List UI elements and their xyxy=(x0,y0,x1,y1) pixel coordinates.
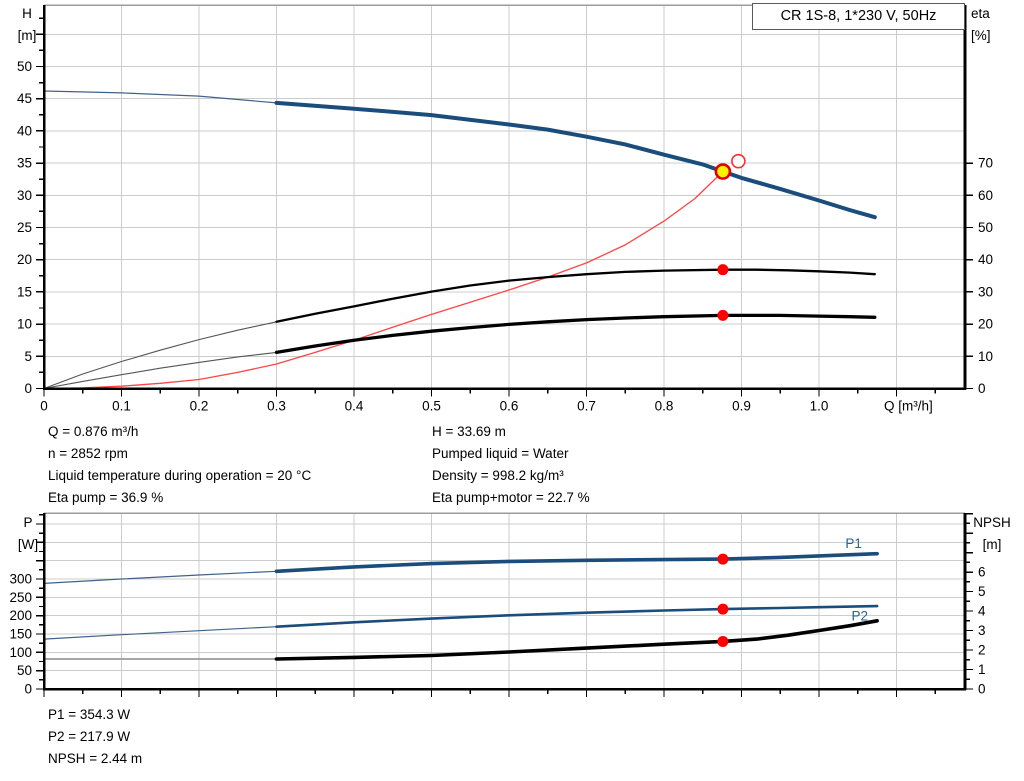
x-axis-tick-label: 1.0 xyxy=(810,399,829,414)
right-axis-tick-label: 40 xyxy=(978,252,993,267)
duty-info-right: H = 33.69 m Pumped liquid = Water Densit… xyxy=(432,421,590,509)
info-liquid-temp: Liquid temperature during operation = 20… xyxy=(48,468,312,483)
eta-axis-title-line1: eta xyxy=(971,6,990,21)
eta-pump-motor-curve xyxy=(274,313,877,355)
x-axis-tick-label: 0.2 xyxy=(190,399,209,414)
eta-axis-title: eta [%] xyxy=(971,3,1019,47)
info-density: Density = 998.2 kg/m³ xyxy=(432,468,564,483)
requested-duty-point xyxy=(731,153,746,169)
h-axis-title-line2: [m] xyxy=(17,28,37,43)
eta-axis-title-line2: [%] xyxy=(971,28,991,43)
x-axis-tick-label: 0.6 xyxy=(500,399,519,414)
left-axis-tick-label: 200 xyxy=(9,608,32,623)
left-axis-tick-label: 25 xyxy=(17,220,32,235)
npsh-axis-title-line2: [m] xyxy=(982,537,1002,552)
info-pumped-liquid: Pumped liquid = Water xyxy=(432,446,569,461)
info-npsh: NPSH = 2.44 m xyxy=(48,751,143,766)
left-axis-tick-label: 0 xyxy=(24,682,32,697)
curve-label-p1: P1 xyxy=(845,536,862,551)
pump-type-box: CR 1S-8, 1*230 V, 50Hz xyxy=(752,3,965,30)
x-axis-unit-label: Q [m³/h] xyxy=(884,399,933,414)
x-axis-tick-label: 0.3 xyxy=(267,399,286,414)
p2-curve-thin-segment xyxy=(43,626,278,640)
x-axis-tick-label: 0.8 xyxy=(655,399,674,414)
h-axis-title: H [m] xyxy=(8,3,46,47)
p-axis-title-line2: [W] xyxy=(17,537,39,552)
system-curve xyxy=(43,170,724,390)
left-axis-tick-label: 0 xyxy=(24,381,32,396)
p2-duty-dot xyxy=(717,603,729,615)
left-axis-tick-label: 50 xyxy=(17,59,32,74)
info-p1: P1 = 354.3 W xyxy=(48,707,131,722)
curve-label-p2: P2 xyxy=(852,609,869,624)
x-axis-tick-label: 0.4 xyxy=(345,399,364,414)
info-eta-pump: Eta pump = 36.9 % xyxy=(48,490,164,505)
p1-duty-dot xyxy=(717,553,729,565)
right-axis-tick-label: 2 xyxy=(978,643,986,658)
right-axis-tick-label: 1 xyxy=(978,662,986,677)
x-axis-tick-label: 0.5 xyxy=(422,399,441,414)
left-axis-tick-label: 50 xyxy=(17,663,32,678)
npsh-curve xyxy=(274,618,879,661)
left-axis-tick-label: 35 xyxy=(17,156,32,171)
x-axis-tick-label: 0 xyxy=(40,399,48,414)
npsh-axis-title-line1: NPSH xyxy=(973,515,1011,530)
p-axis-title-line1: P xyxy=(23,515,33,530)
right-axis-tick-label: 70 xyxy=(978,156,993,171)
pump-type-label: CR 1S-8, 1*230 V, 50Hz xyxy=(780,8,937,24)
info-h: H = 33.69 m xyxy=(432,424,506,439)
eta-pump-duty-dot xyxy=(717,264,729,276)
right-axis-tick-label: 4 xyxy=(978,604,986,619)
right-axis-tick-label: 50 xyxy=(978,220,993,235)
eta-pump-motor-curve-thin-segment xyxy=(43,351,278,390)
p-axis-title: P [W] xyxy=(10,512,46,556)
left-axis-tick-label: 45 xyxy=(17,91,32,106)
left-axis-tick-label: 250 xyxy=(9,590,32,605)
eta-pump-curve xyxy=(275,268,876,323)
left-axis-tick-label: 40 xyxy=(17,123,32,138)
left-axis-tick-label: 10 xyxy=(17,317,32,332)
x-axis-tick-label: 0.1 xyxy=(112,399,131,414)
p1-curve-thin-segment xyxy=(43,570,278,585)
info-q: Q = 0.876 m³/h xyxy=(48,424,139,439)
info-p2: P2 = 217.9 W xyxy=(48,729,131,744)
left-axis-tick-label: 100 xyxy=(9,645,32,660)
left-axis-tick-label: 300 xyxy=(9,572,32,587)
h-axis-title-line1: H xyxy=(22,6,32,21)
duty-info-left: Q = 0.876 m³/h n = 2852 rpm Liquid tempe… xyxy=(48,421,311,509)
right-axis-tick-label: 60 xyxy=(978,188,993,203)
npsh-axis-title: NPSH [m] xyxy=(966,512,1018,556)
left-axis-tick-label: 150 xyxy=(9,627,32,642)
p2-curve xyxy=(275,604,879,629)
duty-point[interactable] xyxy=(714,163,732,180)
right-axis-tick-label: 10 xyxy=(978,349,993,364)
npsh-duty-dot xyxy=(717,635,729,647)
left-axis-tick-label: 5 xyxy=(24,349,32,364)
eta-pump-curve-thin-segment xyxy=(43,321,278,390)
qh-curve-thin-segment xyxy=(43,90,278,104)
right-axis-tick-label: 3 xyxy=(978,623,986,638)
info-eta-pump-motor: Eta pump+motor = 22.7 % xyxy=(432,490,590,505)
info-n: n = 2852 rpm xyxy=(48,446,128,461)
left-axis-tick-label: 15 xyxy=(17,284,32,299)
right-axis-tick-label: 0 xyxy=(978,381,986,396)
x-axis-tick-label: 0.7 xyxy=(577,399,596,414)
eta-pump-motor-duty-dot xyxy=(717,309,729,321)
right-axis-tick-label: 5 xyxy=(978,584,986,599)
qh-curve xyxy=(274,100,877,220)
right-axis-tick-label: 6 xyxy=(978,565,986,580)
left-axis-tick-label: 30 xyxy=(17,188,32,203)
x-axis-tick-label: 0.9 xyxy=(732,399,751,414)
right-axis-tick-label: 0 xyxy=(978,682,986,697)
right-axis-tick-label: 20 xyxy=(978,317,993,332)
p1-curve xyxy=(274,551,879,574)
left-axis-tick-label: 20 xyxy=(17,252,32,267)
power-info: P1 = 354.3 W P2 = 217.9 W NPSH = 2.44 m xyxy=(48,704,142,770)
right-axis-tick-label: 30 xyxy=(978,284,993,299)
